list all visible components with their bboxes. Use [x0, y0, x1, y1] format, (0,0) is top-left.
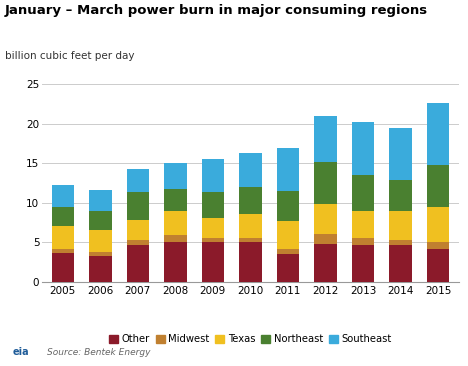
- Bar: [51, 227, 74, 249]
- Text: billion cubic feet per day: billion cubic feet per day: [5, 51, 134, 61]
- Bar: [314, 234, 336, 244]
- Bar: [164, 188, 187, 212]
- Bar: [314, 244, 336, 282]
- Bar: [427, 207, 449, 242]
- Bar: [389, 246, 412, 282]
- Bar: [351, 238, 374, 244]
- Bar: [89, 252, 111, 256]
- Bar: [164, 235, 187, 242]
- Bar: [277, 254, 299, 282]
- Bar: [51, 207, 74, 227]
- Bar: [239, 242, 262, 282]
- Bar: [239, 153, 262, 187]
- Bar: [277, 191, 299, 221]
- Bar: [126, 240, 149, 246]
- Bar: [351, 244, 374, 282]
- Bar: [89, 190, 111, 212]
- Bar: [164, 163, 187, 188]
- Bar: [202, 193, 224, 218]
- Text: Source: Bentek Energy: Source: Bentek Energy: [47, 348, 150, 357]
- Bar: [164, 212, 187, 235]
- Bar: [126, 246, 149, 282]
- Bar: [427, 103, 449, 165]
- Bar: [202, 218, 224, 238]
- Bar: [89, 256, 111, 282]
- Bar: [51, 249, 74, 253]
- Bar: [314, 116, 336, 163]
- Bar: [89, 229, 111, 252]
- Bar: [202, 238, 224, 242]
- Bar: [389, 212, 412, 240]
- Bar: [277, 221, 299, 249]
- Bar: [389, 180, 412, 212]
- Bar: [314, 203, 336, 234]
- Bar: [239, 238, 262, 242]
- Bar: [51, 253, 74, 282]
- Bar: [351, 122, 374, 175]
- Text: January – March power burn in major consuming regions: January – March power burn in major cons…: [5, 4, 428, 17]
- Bar: [427, 242, 449, 249]
- Bar: [277, 249, 299, 254]
- Bar: [202, 242, 224, 282]
- Bar: [351, 211, 374, 238]
- Bar: [126, 193, 149, 220]
- Bar: [126, 220, 149, 240]
- Bar: [277, 148, 299, 191]
- Bar: [351, 175, 374, 211]
- Bar: [126, 169, 149, 193]
- Bar: [389, 240, 412, 246]
- Bar: [389, 128, 412, 180]
- Bar: [427, 165, 449, 207]
- Bar: [89, 212, 111, 229]
- Bar: [51, 185, 74, 207]
- Bar: [239, 214, 262, 238]
- Bar: [202, 159, 224, 193]
- Legend: Other, Midwest, Texas, Northeast, Southeast: Other, Midwest, Texas, Northeast, Southe…: [105, 330, 396, 348]
- Bar: [314, 163, 336, 203]
- Bar: [239, 187, 262, 214]
- Bar: [427, 249, 449, 282]
- Text: eia: eia: [13, 347, 29, 357]
- Bar: [164, 242, 187, 282]
